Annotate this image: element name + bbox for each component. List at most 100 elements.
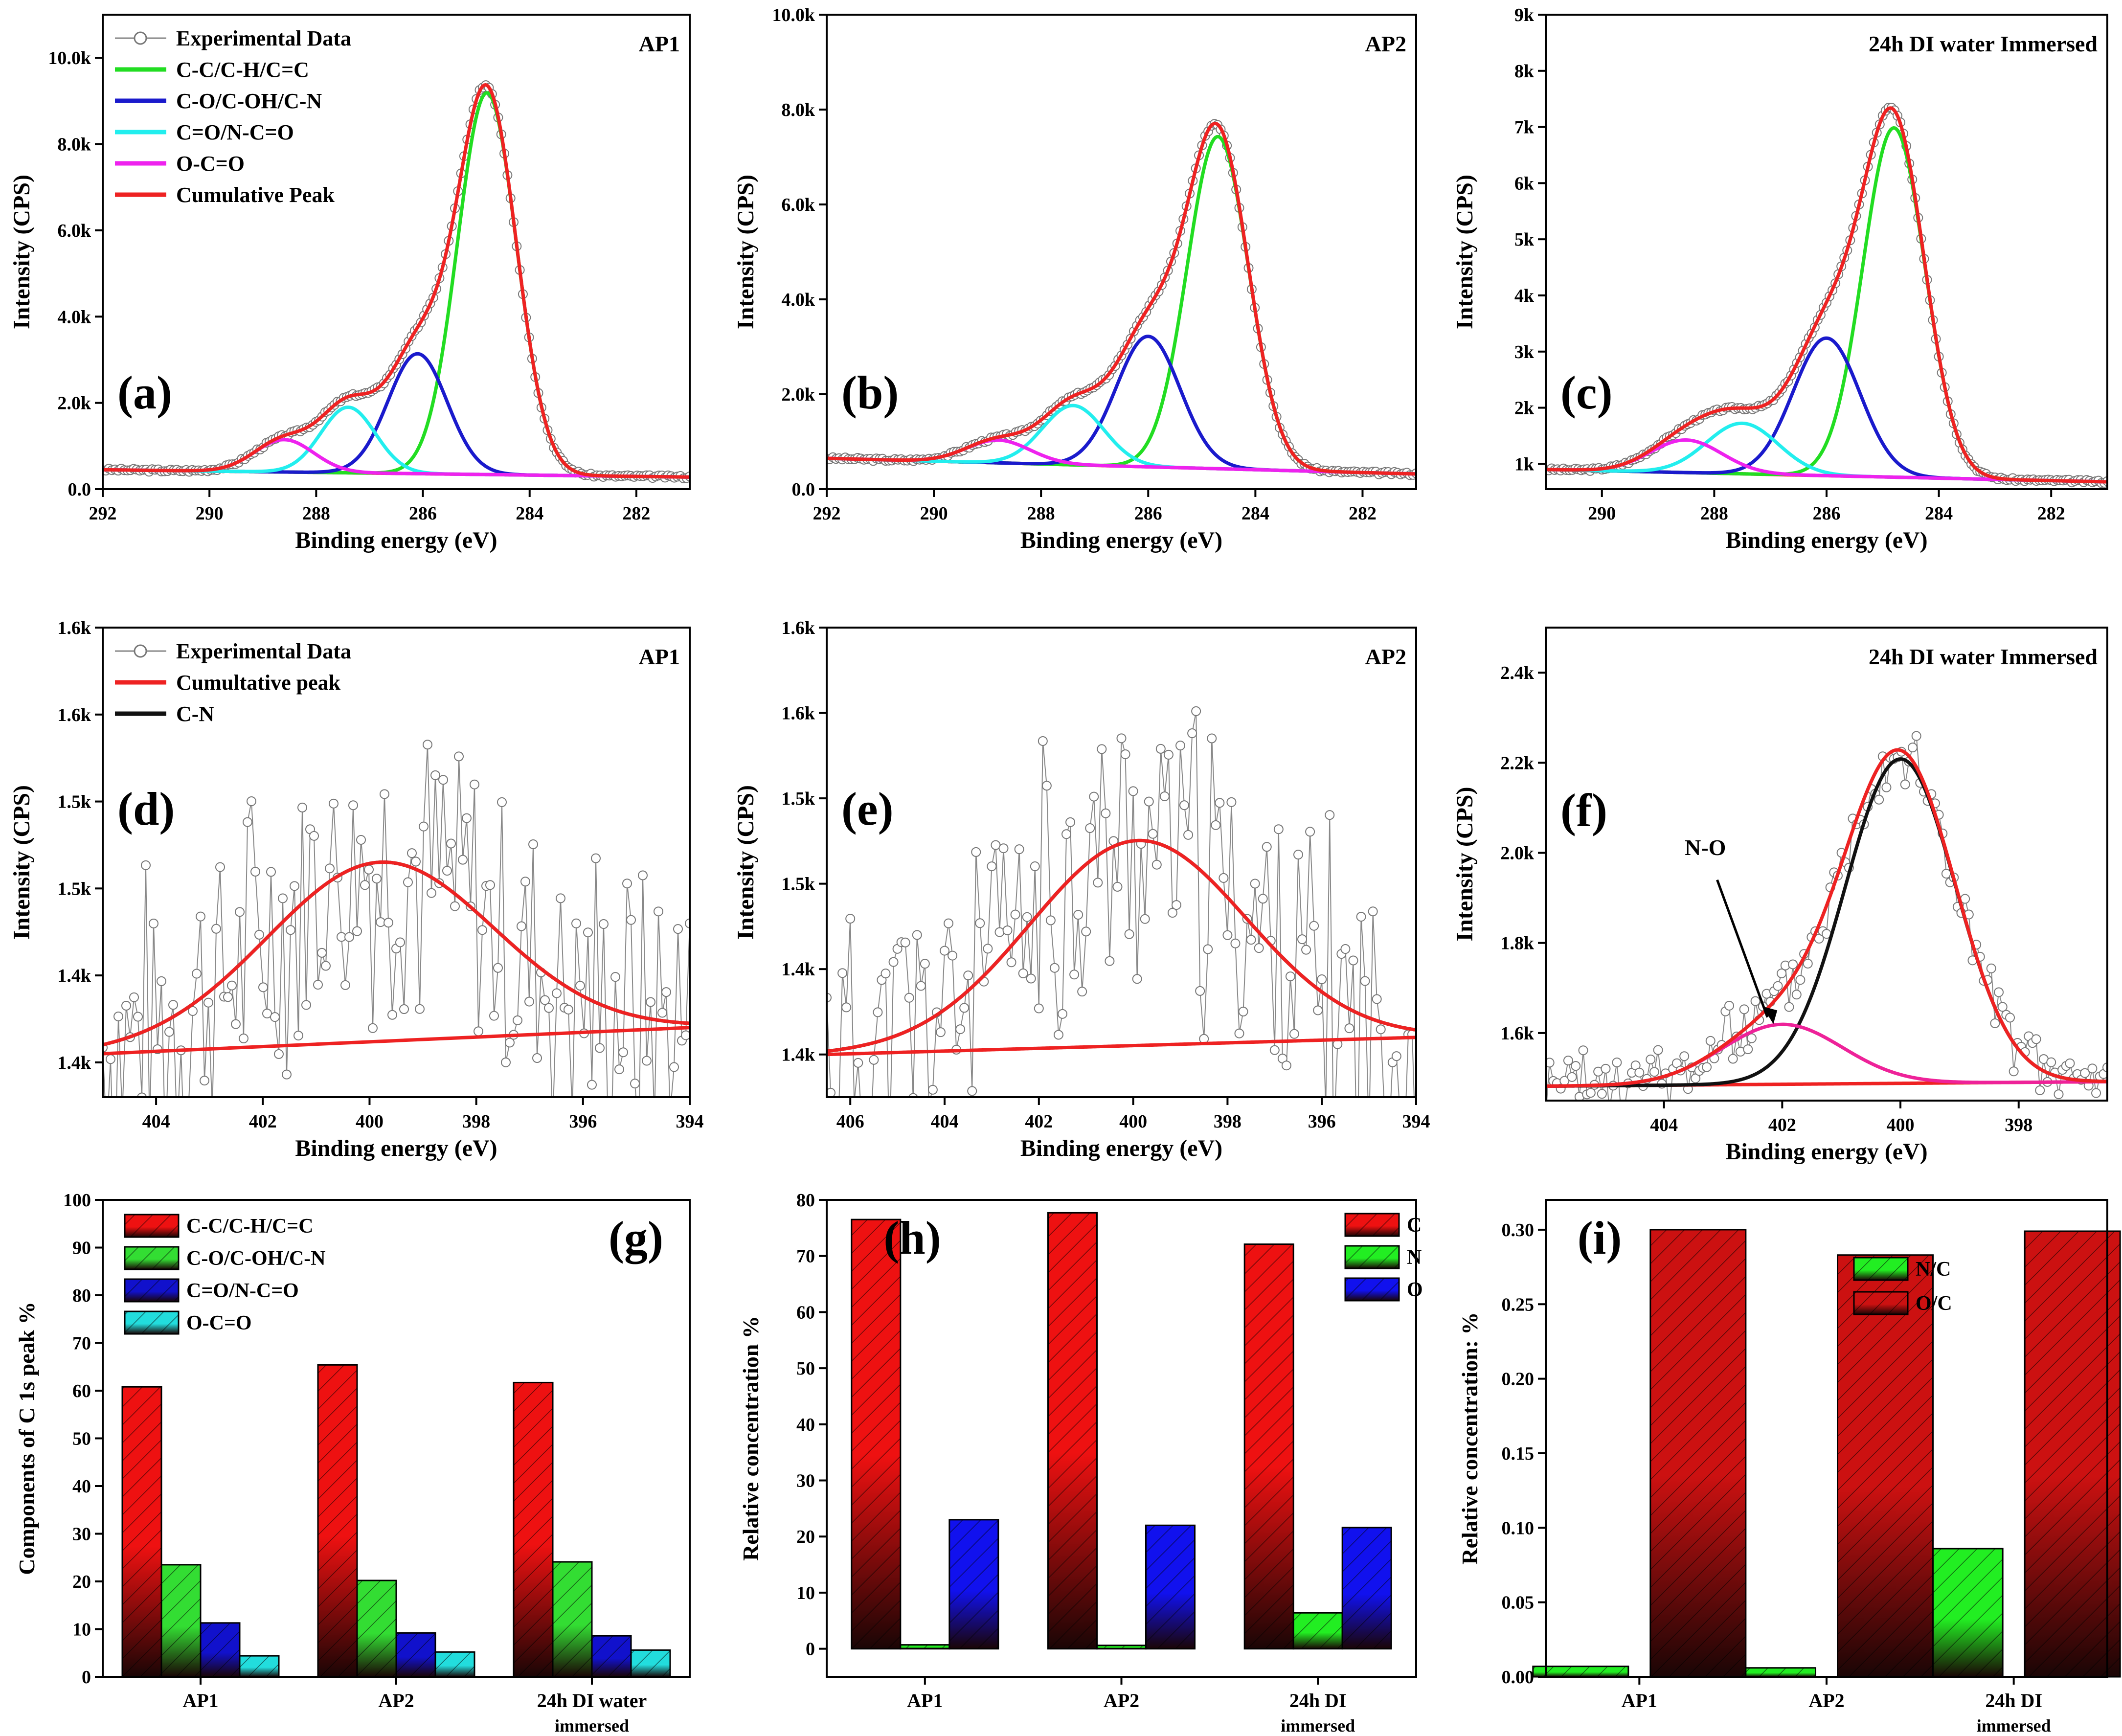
- y-axis-label: Intensity (CPS): [1452, 175, 1478, 329]
- bar-hatch: [552, 1561, 593, 1678]
- experimental-data-point: [1069, 969, 1080, 980]
- experimental-data-point: [446, 838, 456, 849]
- y-tick-label: 2.0k: [1500, 843, 1535, 863]
- experimental-data-point: [462, 813, 472, 823]
- x-tick-label: 290: [920, 503, 948, 524]
- legend-label: C-C/C-H/C=C: [176, 58, 309, 82]
- y-tick-label: 1.8k: [1500, 933, 1535, 954]
- experimental-data-point: [1085, 823, 1095, 833]
- experimental-data-point: [250, 867, 260, 877]
- experimental-data-point: [1254, 943, 1264, 953]
- experimental-data-point: [1746, 1033, 1757, 1043]
- legend-label: O/C: [1916, 1292, 1952, 1315]
- legend-swatch-hatch: [124, 1310, 180, 1335]
- experimental-data-point: [861, 1168, 870, 1177]
- y-tick-label: 60: [72, 1381, 91, 1401]
- experimental-data-point: [278, 893, 288, 903]
- experimental-data-point: [293, 1031, 303, 1041]
- cumulative-peak-line: [103, 860, 690, 1047]
- experimental-data-point: [106, 1054, 115, 1064]
- bar-o: [1341, 1527, 1392, 1650]
- experimental-data-point: [1634, 1067, 1645, 1078]
- experimental-data-point: [1171, 900, 1181, 910]
- experimental-data-point: [113, 1011, 123, 1021]
- x-tick-label: 398: [462, 1111, 490, 1132]
- experimental-data-point: [2087, 1063, 2098, 1074]
- bar-c-o-n-c-o: [591, 1635, 632, 1678]
- bar-hatch: [356, 1579, 397, 1678]
- experimental-data-point: [1105, 956, 1115, 966]
- plot-frame: [1545, 627, 2108, 1102]
- x-category-label: immersed: [1977, 1716, 2051, 1736]
- y-tick-label: 2.4k: [1500, 663, 1535, 683]
- legend-label: O: [1407, 1279, 1423, 1301]
- experimental-data-point: [309, 831, 319, 841]
- bar-hatch: [851, 1218, 902, 1650]
- experimental-data-point: [1258, 894, 1268, 904]
- experimental-data-point: [869, 1055, 879, 1065]
- experimental-data-point: [610, 972, 620, 982]
- experimental-data-point: [427, 888, 436, 898]
- y-tick-label: 1.6k: [781, 618, 815, 638]
- y-tick-label: 50: [72, 1429, 91, 1449]
- experimental-data-point: [1739, 1004, 1749, 1015]
- bar-hatch: [239, 1655, 280, 1678]
- y-tick-label: 1k: [1514, 454, 1535, 474]
- experimental-data-point: [1353, 1173, 1362, 1182]
- bar-c-c-c-h-c-c: [317, 1364, 358, 1678]
- x-axis-label: Binding energy (eV): [1020, 527, 1222, 553]
- experimental-data-point: [2031, 1034, 2041, 1044]
- experimental-data-point: [1585, 1088, 1596, 1098]
- experimental-data-point: [344, 932, 354, 942]
- legend-label: C-O/C-OH/C-N: [176, 89, 322, 113]
- experimental-data-point: [110, 1189, 119, 1197]
- experimental-data-point: [524, 996, 534, 1007]
- legend-label: C-O/C-OH/C-N: [186, 1247, 326, 1270]
- experimental-data-point: [885, 1150, 894, 1158]
- panel-title: AP2: [1365, 644, 1406, 669]
- experimental-data-point: [1567, 1072, 1577, 1082]
- x-tick-label: 284: [516, 503, 543, 524]
- cumulative-peak-line: [103, 83, 690, 479]
- experimental-data-point: [313, 980, 323, 990]
- x-tick-label: 292: [89, 503, 117, 524]
- x-tick-label: 288: [1027, 503, 1055, 524]
- experimental-data-point: [1144, 796, 1154, 807]
- y-axis-label: Intensity (CPS): [9, 175, 35, 329]
- bar-hatch: [121, 1386, 162, 1678]
- experimental-data-point: [920, 959, 930, 969]
- panel-label: (e): [841, 783, 894, 835]
- panel-title: 24h DI water Immersed: [1869, 644, 2098, 669]
- experimental-data-point: [356, 834, 366, 845]
- bar-hatch: [1145, 1524, 1196, 1650]
- experimental-data-point: [1191, 706, 1201, 716]
- experimental-data-point: [900, 937, 910, 947]
- y-axis-label: Intensity (CPS): [9, 785, 35, 940]
- x-tick-label: 286: [409, 503, 437, 524]
- x-tick-label: 284: [1242, 503, 1269, 524]
- cumulative-peak-line: [1546, 106, 2107, 484]
- experimental-data-point: [1773, 981, 1783, 991]
- legend-label: Experimental Data: [176, 26, 351, 50]
- experimental-data-point: [607, 1125, 616, 1134]
- plot-frame: [1545, 14, 2108, 490]
- y-tick-label: 4.0k: [57, 307, 91, 327]
- experimental-data-point: [454, 751, 464, 762]
- legend: Experimental Data C-C/C-H/C=C C-O/C-OH/C-N…: [115, 26, 351, 207]
- experimental-data-point: [1132, 974, 1142, 984]
- experimental-data-point: [200, 1076, 209, 1086]
- y-tick-label: 0.10: [1502, 1518, 1535, 1538]
- experimental-data-point: [321, 961, 331, 971]
- legend-swatch-hatch: [1344, 1277, 1400, 1302]
- y-tick-label: 6k: [1514, 173, 1535, 194]
- y-tick-label: 8k: [1514, 61, 1535, 82]
- bar-hatch: [1292, 1612, 1343, 1650]
- experimental-data-point: [646, 997, 655, 1007]
- experimental-data-point: [2005, 1013, 2015, 1023]
- experimental-data-point: [1163, 749, 1174, 760]
- experimental-data-point: [853, 1058, 863, 1068]
- plot-frame: [102, 627, 691, 1098]
- y-tick-label: 0.30: [1502, 1220, 1535, 1240]
- experimental-data-point: [501, 1057, 511, 1067]
- experimental-data-point: [975, 918, 985, 928]
